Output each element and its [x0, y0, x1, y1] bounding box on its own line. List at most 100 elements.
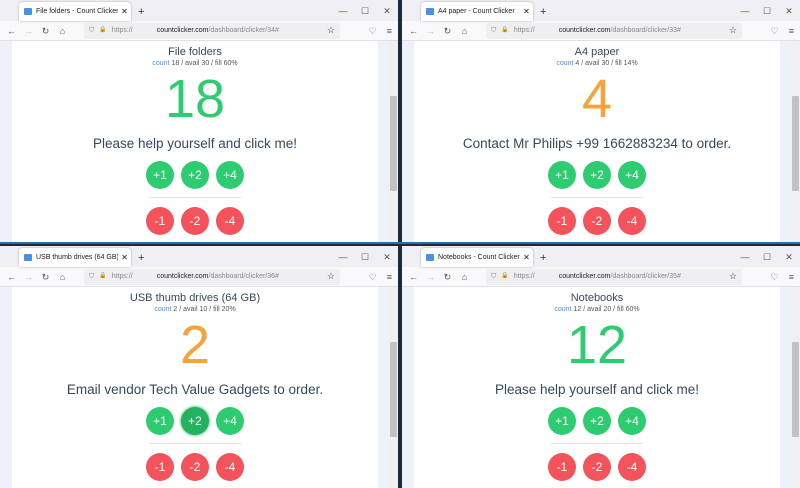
new-tab-button[interactable]: + [540, 6, 547, 18]
plus-4-button[interactable]: +4 [216, 407, 244, 435]
menu-icon[interactable]: ≡ [386, 271, 392, 282]
count-number: 12 [566, 315, 628, 375]
browser-tab[interactable]: File folders - Count Clicker ✕ [19, 2, 131, 21]
minimize-icon[interactable]: — [338, 252, 348, 262]
back-icon[interactable]: ← [409, 25, 418, 36]
close-window-icon[interactable]: ✕ [785, 6, 793, 16]
browser-tab[interactable]: A4 paper - Count Clicker ✕ [421, 2, 533, 21]
menu-icon[interactable]: ≡ [788, 271, 794, 282]
tab-bar: Notebooks - Count Clicker ✕ + — ☐ ✕ [402, 246, 800, 267]
plus-4-button[interactable]: +4 [618, 407, 646, 435]
close-tab-icon[interactable]: ✕ [523, 7, 530, 16]
pocket-icon[interactable]: ♡ [770, 271, 779, 282]
plus-1-button[interactable]: +1 [548, 407, 576, 435]
minus-2-button[interactable]: -2 [583, 453, 611, 481]
plus-2-button[interactable]: +2 [181, 161, 209, 189]
minimize-icon[interactable]: — [740, 6, 750, 16]
menu-icon[interactable]: ≡ [788, 25, 794, 36]
window-divider [0, 242, 800, 244]
new-tab-button[interactable]: + [540, 252, 547, 264]
plus-1-button[interactable]: +1 [146, 407, 174, 435]
scrollbar[interactable] [389, 41, 398, 242]
minimize-icon[interactable]: — [740, 252, 750, 262]
minus-1-button[interactable]: -1 [146, 453, 174, 481]
plus-4-button[interactable]: +4 [216, 161, 244, 189]
new-tab-button[interactable]: + [138, 252, 145, 264]
pocket-icon[interactable]: ♡ [770, 25, 779, 36]
page-content: A4 paper count 4 / avail 30 / fill 14% 4… [402, 41, 800, 242]
url-bar[interactable]: ⛉ 🔒 https://countclicker.com/dashboard/cli… [84, 268, 340, 285]
minus-4-button[interactable]: -4 [618, 207, 646, 235]
minus-2-button[interactable]: -2 [181, 453, 209, 481]
close-window-icon[interactable]: ✕ [785, 252, 793, 262]
scrollbar[interactable] [389, 287, 398, 488]
nav-bar: ← → ↻ ⌂ ⛉ 🔒 https://countclicker.com/dashb… [402, 21, 800, 41]
home-icon[interactable]: ⌂ [59, 25, 66, 36]
close-tab-icon[interactable]: ✕ [121, 7, 128, 16]
menu-icon[interactable]: ≡ [386, 25, 392, 36]
plus-2-button[interactable]: +2 [583, 161, 611, 189]
minus-1-button[interactable]: -1 [548, 453, 576, 481]
browser-tab[interactable]: USB thumb drives (64 GB) - Cou✕ [19, 248, 131, 267]
back-icon[interactable]: ← [409, 271, 418, 282]
reload-icon[interactable]: ↻ [41, 25, 50, 36]
window-controls: — ☐ ✕ [338, 6, 398, 16]
forward-icon[interactable]: → [24, 25, 33, 36]
reload-icon[interactable]: ↻ [443, 271, 452, 282]
item-message: Contact Mr Philips +99 1662883234 to ord… [462, 136, 732, 151]
star-icon[interactable]: ☆ [326, 271, 335, 281]
scrollbar-thumb[interactable] [792, 342, 799, 437]
home-icon[interactable]: ⌂ [461, 25, 468, 36]
scrollbar-thumb[interactable] [390, 96, 397, 191]
close-tab-icon[interactable]: ✕ [523, 253, 530, 262]
plus-2-button[interactable]: +2 [181, 407, 209, 435]
scrollbar-thumb[interactable] [792, 96, 799, 191]
close-window-icon[interactable]: ✕ [383, 252, 391, 262]
reload-icon[interactable]: ↻ [443, 25, 452, 36]
pocket-icon[interactable]: ♡ [368, 271, 377, 282]
scrollbar-thumb[interactable] [390, 342, 397, 437]
back-icon[interactable]: ← [7, 25, 16, 36]
reload-icon[interactable]: ↻ [41, 271, 50, 282]
plus-4-button[interactable]: +4 [618, 161, 646, 189]
close-window-icon[interactable]: ✕ [383, 6, 391, 16]
lock-icon: 🔒 [501, 27, 509, 33]
close-tab-icon[interactable]: ✕ [121, 253, 128, 262]
maximize-icon[interactable]: ☐ [360, 252, 370, 262]
star-icon[interactable]: ☆ [326, 25, 335, 35]
maximize-icon[interactable]: ☐ [360, 6, 370, 16]
maximize-icon[interactable]: ☐ [762, 6, 772, 16]
forward-icon[interactable]: → [24, 271, 33, 282]
scrollbar[interactable] [791, 41, 800, 242]
item-stats: count 4 / avail 30 / fill 14% [556, 60, 638, 67]
browser-tab[interactable]: Notebooks - Count Clicker ✕ [421, 248, 533, 267]
minus-4-button[interactable]: -4 [216, 207, 244, 235]
forward-icon[interactable]: → [426, 25, 435, 36]
forward-icon[interactable]: → [426, 271, 435, 282]
new-tab-button[interactable]: + [138, 6, 145, 18]
minimize-icon[interactable]: — [338, 6, 348, 16]
minus-1-button[interactable]: -1 [548, 207, 576, 235]
plus-1-button[interactable]: +1 [548, 161, 576, 189]
url-bar[interactable]: ⛉ 🔒 https://countclicker.com/dashboard/cli… [486, 268, 742, 285]
window-controls: — ☐ ✕ [338, 252, 398, 262]
maximize-icon[interactable]: ☐ [762, 252, 772, 262]
minus-4-button[interactable]: -4 [216, 453, 244, 481]
minus-2-button[interactable]: -2 [583, 207, 611, 235]
plus-2-button[interactable]: +2 [583, 407, 611, 435]
plus-1-button[interactable]: +1 [146, 161, 174, 189]
star-icon[interactable]: ☆ [728, 25, 737, 35]
url-bar[interactable]: ⛉ 🔒 https://countclicker.com/dashboard/cli… [486, 22, 742, 39]
clicker-card: File folders count 18 / avail 30 / fill … [12, 41, 378, 242]
scrollbar[interactable] [791, 287, 800, 488]
pocket-icon[interactable]: ♡ [368, 25, 377, 36]
back-icon[interactable]: ← [7, 271, 16, 282]
home-icon[interactable]: ⌂ [461, 271, 468, 282]
url-bar[interactable]: ⛉ 🔒 https://countclicker.com/dashboard/cli… [84, 22, 340, 39]
minus-1-button[interactable]: -1 [146, 207, 174, 235]
star-icon[interactable]: ☆ [728, 271, 737, 281]
home-icon[interactable]: ⌂ [59, 271, 66, 282]
minus-2-button[interactable]: -2 [181, 207, 209, 235]
item-title: File folders [168, 46, 222, 58]
minus-4-button[interactable]: -4 [618, 453, 646, 481]
